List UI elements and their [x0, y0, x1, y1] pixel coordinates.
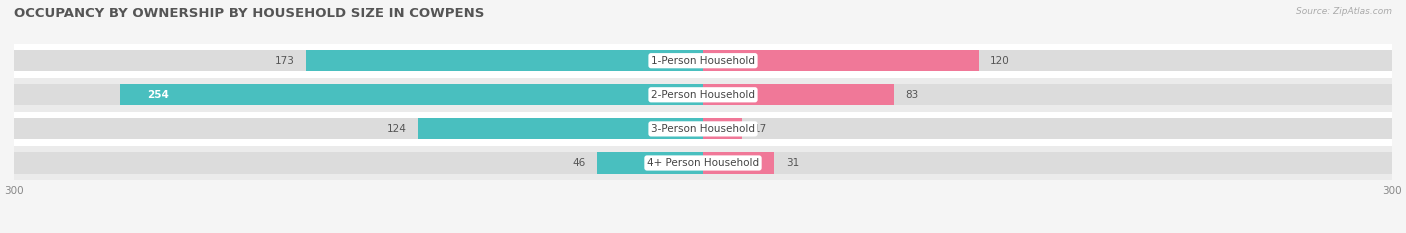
- Bar: [703, 152, 1392, 174]
- Bar: [703, 152, 775, 174]
- Bar: [14, 152, 703, 174]
- Bar: [14, 112, 1392, 146]
- Text: 46: 46: [572, 158, 586, 168]
- Bar: [14, 78, 1392, 112]
- Text: 3-Person Household: 3-Person Household: [651, 124, 755, 134]
- Bar: [14, 84, 703, 105]
- Text: 124: 124: [387, 124, 406, 134]
- Text: 17: 17: [754, 124, 766, 134]
- Bar: [703, 50, 979, 71]
- Text: Source: ZipAtlas.com: Source: ZipAtlas.com: [1296, 7, 1392, 16]
- Bar: [14, 146, 1392, 180]
- Text: 4+ Person Household: 4+ Person Household: [647, 158, 759, 168]
- Text: 120: 120: [990, 56, 1010, 66]
- Bar: [14, 50, 703, 71]
- Text: OCCUPANCY BY OWNERSHIP BY HOUSEHOLD SIZE IN COWPENS: OCCUPANCY BY OWNERSHIP BY HOUSEHOLD SIZE…: [14, 7, 485, 20]
- Text: 83: 83: [905, 90, 918, 100]
- Bar: [703, 50, 1392, 71]
- Bar: [703, 118, 742, 140]
- Bar: [703, 84, 894, 105]
- Bar: [14, 44, 1392, 78]
- Legend: Owner-occupied, Renter-occupied: Owner-occupied, Renter-occupied: [593, 231, 813, 233]
- Bar: [703, 118, 1392, 140]
- Text: 2-Person Household: 2-Person Household: [651, 90, 755, 100]
- Text: 173: 173: [274, 56, 294, 66]
- Bar: [703, 84, 1392, 105]
- Text: 254: 254: [148, 90, 169, 100]
- Bar: [418, 118, 703, 140]
- Bar: [598, 152, 703, 174]
- Text: 1-Person Household: 1-Person Household: [651, 56, 755, 66]
- Bar: [120, 84, 703, 105]
- Bar: [14, 118, 703, 140]
- Bar: [305, 50, 703, 71]
- Text: 31: 31: [786, 158, 799, 168]
